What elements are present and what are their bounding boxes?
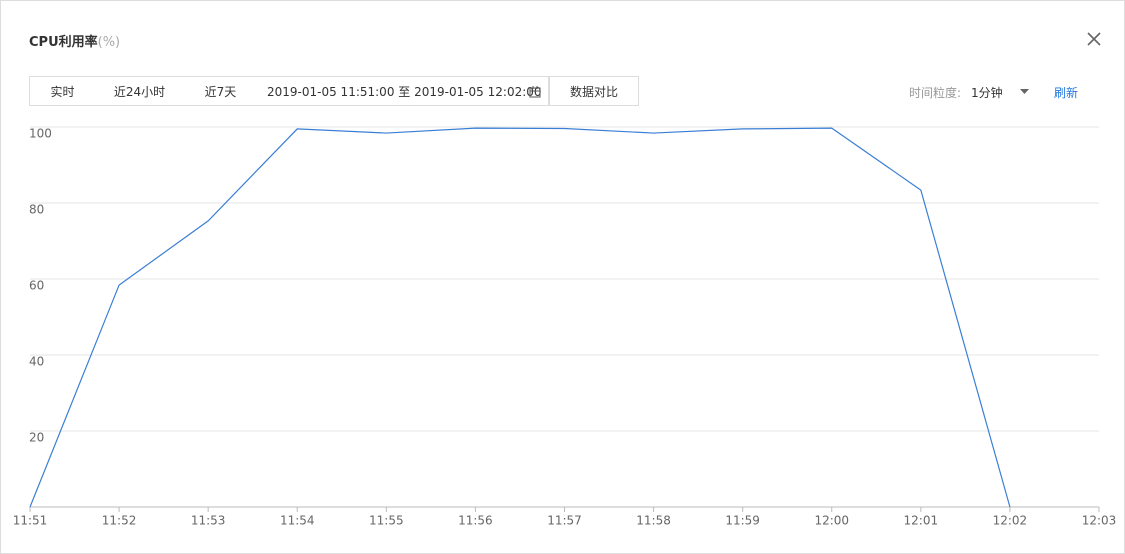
x-tick-label: 12:01 — [904, 514, 939, 528]
x-tick-label: 11:57 — [547, 514, 582, 528]
x-tick-label: 12:03 — [1082, 514, 1117, 528]
data-line — [29, 127, 1011, 508]
tab[interactable]: 近24小时 — [95, 76, 185, 106]
x-tick-label: 11:51 — [13, 514, 48, 528]
granularity-select[interactable]: 1分钟 — [971, 86, 1003, 100]
x-tick-label: 12:00 — [814, 514, 849, 528]
x-tick-label: 11:54 — [280, 514, 315, 528]
y-tick-label: 80 — [29, 203, 44, 217]
calendar-icon — [529, 86, 541, 98]
title-unit: (%) — [97, 35, 121, 50]
x-tick-label: 12:02 — [993, 514, 1028, 528]
x-tick-label: 11:53 — [191, 514, 226, 528]
granularity-label: 时间粒度: — [909, 86, 962, 100]
refresh-link[interactable]: 刷新 — [1054, 86, 1079, 100]
tab[interactable]: 近7天 — [184, 76, 258, 106]
y-tick-label: 60 — [29, 279, 44, 293]
compare-button[interactable]: 数据对比 — [549, 76, 639, 106]
dropdown-caret — [1020, 89, 1029, 94]
x-tick-label: 11:55 — [369, 514, 404, 528]
title: CPU利用率(%) — [29, 31, 120, 50]
date-range-text: 2019-01-05 11:51:00 至 2019-01-05 12:02:0… — [267, 84, 542, 99]
tab[interactable]: 实时 — [29, 76, 96, 106]
title-text: CPU利用率 — [29, 35, 98, 50]
close-button[interactable] — [1084, 29, 1104, 49]
y-tick-label: 40 — [29, 355, 44, 369]
x-tick-label: 11:59 — [725, 514, 760, 528]
x-tick-label: 11:58 — [636, 514, 671, 528]
x-tick-label: 11:56 — [458, 514, 493, 528]
y-tick-label: 100 — [29, 127, 52, 141]
date-range[interactable]: 2019-01-05 11:51:00 至 2019-01-05 12:02:0… — [257, 76, 549, 106]
x-tick-label: 11:52 — [102, 514, 137, 528]
y-tick-label: 20 — [29, 431, 44, 445]
